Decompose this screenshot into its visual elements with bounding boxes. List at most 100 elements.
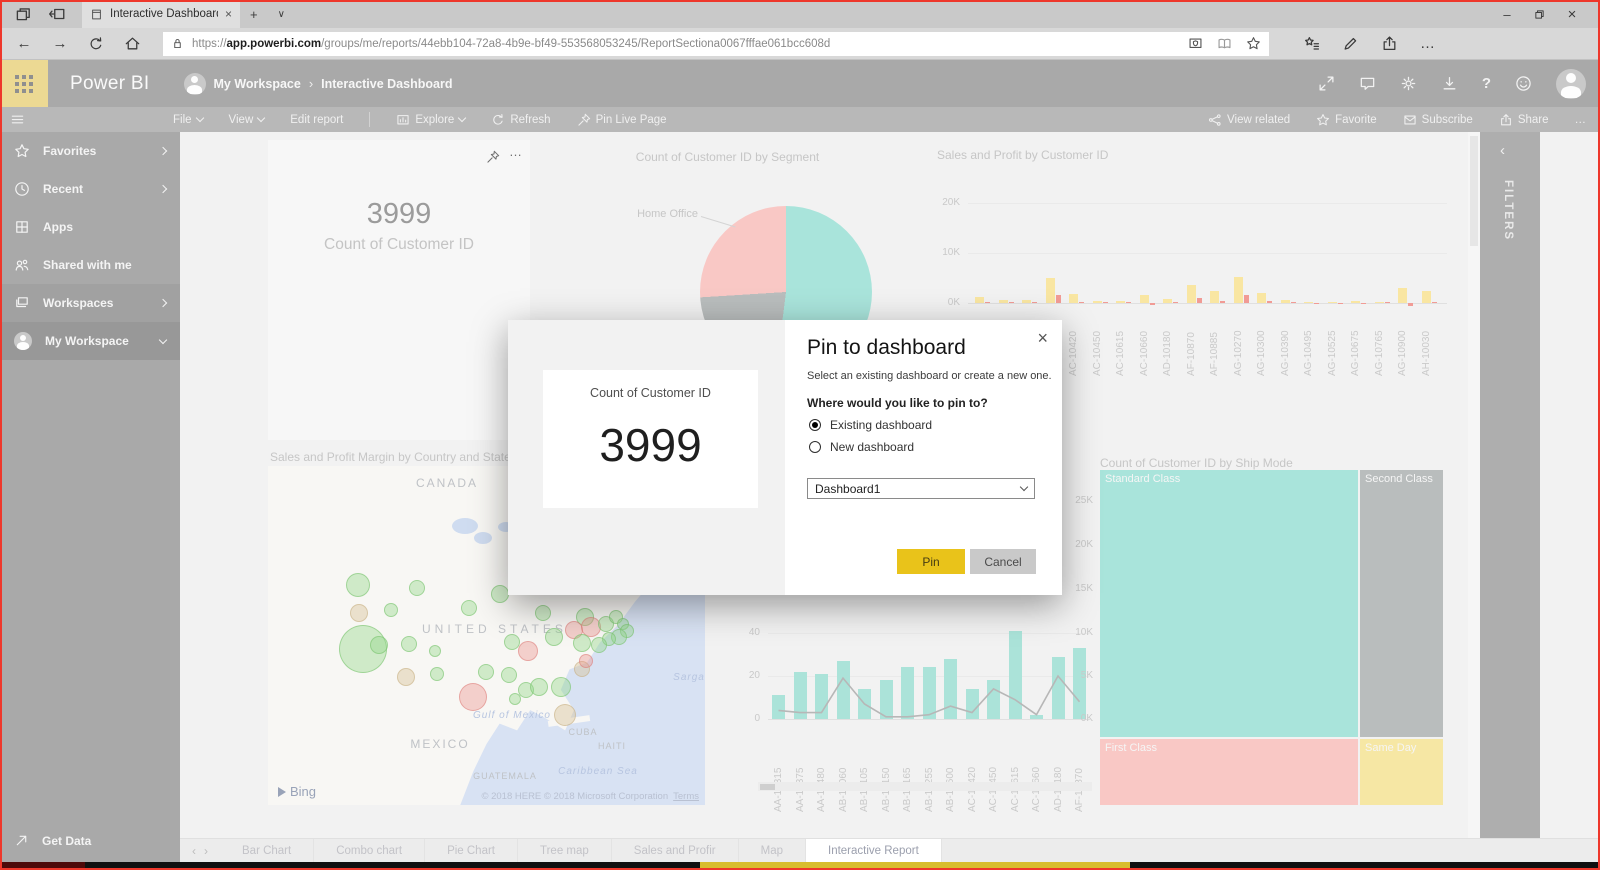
back-button[interactable]: ← [16, 35, 32, 52]
profit-bar[interactable] [1102, 302, 1108, 303]
profit-bar[interactable] [1243, 294, 1249, 303]
profit-bar[interactable] [1126, 302, 1131, 303]
pin-live-page-button[interactable]: Pin Live Page [577, 113, 667, 127]
tab-bar-chart[interactable]: Bar Chart [220, 839, 315, 862]
map-bubble[interactable] [478, 664, 494, 680]
sidebar-item-favorites[interactable]: Favorites [0, 132, 180, 170]
refresh-button[interactable] [88, 36, 104, 52]
combo-bar[interactable] [944, 658, 957, 719]
sales-bar[interactable] [1139, 295, 1149, 303]
sidebar-item-shared-with-me[interactable]: Shared with me [0, 246, 180, 284]
map-bubble[interactable] [491, 585, 509, 603]
filters-pane-collapsed[interactable]: ‹ FILTERS [1480, 132, 1540, 855]
terms-link[interactable]: Terms [673, 791, 699, 802]
favorites-hub-icon[interactable] [1303, 35, 1320, 52]
visual-more-icon[interactable]: … [509, 144, 522, 159]
tab-tree-map[interactable]: Tree map [518, 839, 612, 862]
sales-bar[interactable] [1210, 291, 1219, 303]
map-bubble[interactable] [346, 573, 370, 597]
share-button[interactable]: Share [1499, 113, 1549, 127]
map-bubble[interactable] [459, 683, 487, 711]
profit-bar[interactable] [1267, 301, 1272, 303]
profit-bar[interactable] [1337, 302, 1343, 303]
help-icon[interactable]: ? [1481, 75, 1491, 92]
minimize-button[interactable]: – [1503, 6, 1511, 22]
view-related-button[interactable]: View related [1208, 113, 1290, 127]
profit-bar[interactable] [1408, 303, 1413, 306]
breadcrumb-workspace[interactable]: My Workspace [213, 76, 301, 91]
h-scrollbar-thumb[interactable] [760, 783, 775, 790]
get-data-button[interactable]: Get Data [14, 833, 91, 848]
existing-dashboard-option[interactable]: Existing dashboard [809, 418, 932, 432]
map-bubble[interactable] [573, 634, 591, 652]
combo-bar[interactable] [836, 660, 850, 719]
tab-map[interactable]: Map [739, 839, 806, 862]
radio-selected-icon[interactable] [809, 419, 821, 431]
tracking-prevention-icon[interactable] [1188, 36, 1203, 51]
address-bar[interactable]: https://app.powerbi.com/groups/me/report… [163, 31, 1269, 56]
sales-bar[interactable] [1351, 301, 1360, 303]
sales-bar[interactable] [1069, 294, 1078, 303]
close-window-button[interactable]: × [1567, 5, 1577, 23]
radio-icon[interactable] [809, 441, 821, 453]
combo-bar[interactable] [772, 695, 785, 719]
map-bubble[interactable] [551, 677, 571, 697]
new-tab-button[interactable]: + [250, 6, 258, 22]
combo-bar[interactable] [901, 667, 914, 719]
waffle-menu-icon[interactable] [0, 60, 48, 107]
home-button[interactable] [124, 35, 141, 52]
sales-bar[interactable] [1045, 278, 1055, 303]
combo-bar[interactable] [879, 680, 893, 719]
toolbar-more-icon[interactable]: … [1574, 113, 1587, 126]
edit-report-button[interactable]: Edit report [290, 113, 344, 126]
file-menu[interactable]: File [173, 114, 204, 126]
sidebar-item-my-workspace[interactable]: My Workspace [0, 322, 180, 360]
profit-bar[interactable] [1173, 301, 1178, 303]
map-bubble[interactable] [530, 678, 548, 696]
treemap-node-second-class[interactable]: Second Class [1360, 470, 1443, 737]
profit-bar[interactable] [1149, 303, 1155, 305]
dashboard-select[interactable]: Dashboard1 [807, 478, 1035, 499]
sales-bar[interactable] [1257, 293, 1266, 303]
sidebar-item-workspaces[interactable]: Workspaces [0, 284, 180, 322]
scrollbar-thumb[interactable] [1470, 136, 1478, 246]
new-dashboard-option[interactable]: New dashboard [809, 440, 914, 454]
next-page-icon[interactable]: › [204, 843, 208, 858]
bar-chart-visual[interactable]: Sales and Profit by Customer ID 20K 10K 0K… [930, 140, 1450, 570]
sales-bar[interactable] [1421, 291, 1431, 303]
smiley-feedback-icon[interactable] [1515, 75, 1532, 92]
sidebar-item-recent[interactable]: Recent [0, 170, 180, 208]
map-bubble[interactable] [579, 654, 593, 668]
profit-bar[interactable] [1079, 302, 1084, 303]
page-nav-arrows[interactable]: ‹ › [180, 839, 220, 862]
browser-tab[interactable]: Interactive Dashboard - × [82, 0, 240, 28]
sales-bar[interactable] [1327, 301, 1337, 303]
map-bubble[interactable] [535, 605, 551, 621]
tab-list-icon[interactable]: ∨ [277, 8, 285, 20]
feedback-icon[interactable] [1359, 75, 1376, 92]
map-bubble[interactable] [409, 580, 425, 596]
restore-window-button[interactable] [1533, 8, 1546, 21]
profit-bar[interactable] [985, 301, 990, 303]
combo-bar[interactable] [1051, 656, 1065, 719]
sales-bar[interactable] [1304, 301, 1313, 303]
treemap-node-first-class[interactable]: First Class [1100, 739, 1358, 805]
favorite-button[interactable]: Favorite [1316, 113, 1377, 127]
profit-bar[interactable] [1361, 302, 1366, 303]
add-favorite-icon[interactable] [1246, 36, 1261, 51]
combo-chart-visual[interactable]: 40 20 0 AA-10315 AA-10375 AA-10480 AB-10060 AB-… [720, 592, 1110, 812]
combo-bar[interactable] [1073, 648, 1086, 719]
map-bubble[interactable] [397, 668, 415, 686]
refresh-button[interactable]: Refresh [491, 113, 551, 127]
download-icon[interactable] [1441, 75, 1458, 92]
profit-bar[interactable] [1314, 302, 1319, 303]
nav-collapse-icon[interactable] [10, 112, 25, 127]
sales-bar[interactable] [1398, 288, 1407, 303]
combo-bar[interactable] [922, 667, 936, 719]
map-bubble[interactable] [518, 641, 538, 661]
pin-button[interactable]: Pin [897, 549, 965, 574]
combo-bar[interactable] [1030, 714, 1043, 719]
map-bubble[interactable] [370, 636, 388, 654]
reading-view-icon[interactable] [1217, 36, 1232, 51]
tab-pie-chart[interactable]: Pie Chart [425, 839, 518, 862]
